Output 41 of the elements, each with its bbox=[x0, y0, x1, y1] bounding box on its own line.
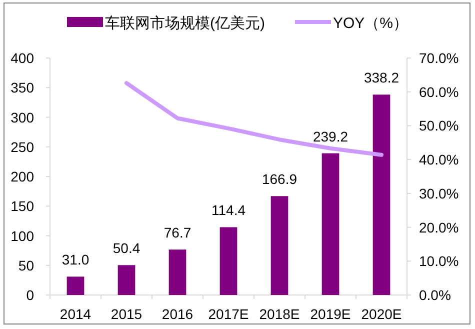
y-tick-label: 200 bbox=[10, 168, 34, 184]
y2-tick-label: 70.0% bbox=[419, 50, 459, 66]
y2-tick-label: 0.0% bbox=[419, 287, 451, 303]
x-tick-label: 2015 bbox=[110, 306, 142, 322]
bar bbox=[118, 265, 136, 295]
y-tick-label: 150 bbox=[10, 198, 34, 214]
y2-tick-label: 40.0% bbox=[419, 152, 459, 168]
x-tick-label: 2020E bbox=[361, 306, 402, 322]
bar bbox=[372, 94, 390, 295]
line-series bbox=[124, 81, 384, 157]
y-tick-label: 250 bbox=[10, 138, 34, 155]
x-tick-label: 2014 bbox=[60, 306, 92, 322]
data-label: 50.4 bbox=[112, 240, 140, 256]
legend-label: YOY（%） bbox=[332, 15, 408, 32]
y2-tick-label: 60.0% bbox=[419, 84, 459, 100]
y-tick-label: 350 bbox=[10, 80, 34, 96]
y-tick-label: 300 bbox=[10, 109, 34, 126]
x-tick-label: 2018E bbox=[259, 306, 300, 322]
data-label: 114.4 bbox=[212, 202, 246, 218]
bar bbox=[220, 227, 238, 295]
bar bbox=[168, 250, 186, 295]
y2-tick-label: 10.0% bbox=[419, 253, 459, 270]
y2-tick-label: 30.0% bbox=[419, 185, 459, 202]
data-label: 338.2 bbox=[364, 70, 400, 86]
bar bbox=[66, 276, 84, 295]
x-tick-label: 2016 bbox=[162, 306, 194, 322]
bar bbox=[322, 153, 340, 295]
y-tick-label: 100 bbox=[10, 228, 34, 244]
y-tick-label: 400 bbox=[10, 50, 34, 66]
legend-label: 车联网市场规模(亿美元) bbox=[104, 15, 265, 32]
x-tick-label: 2019E bbox=[310, 306, 351, 322]
y2-tick-label: 50.0% bbox=[419, 118, 459, 134]
data-label: 166.9 bbox=[262, 171, 298, 188]
y-tick-label: 0 bbox=[26, 287, 34, 303]
data-label: 76.7 bbox=[164, 224, 192, 241]
y-tick-label: 50 bbox=[18, 257, 34, 274]
bar bbox=[270, 196, 288, 295]
x-tick-label: 2017E bbox=[208, 306, 249, 322]
y2-tick-label: 20.0% bbox=[419, 219, 459, 236]
data-label: 239.2 bbox=[312, 128, 348, 144]
data-label: 31.0 bbox=[62, 252, 90, 268]
